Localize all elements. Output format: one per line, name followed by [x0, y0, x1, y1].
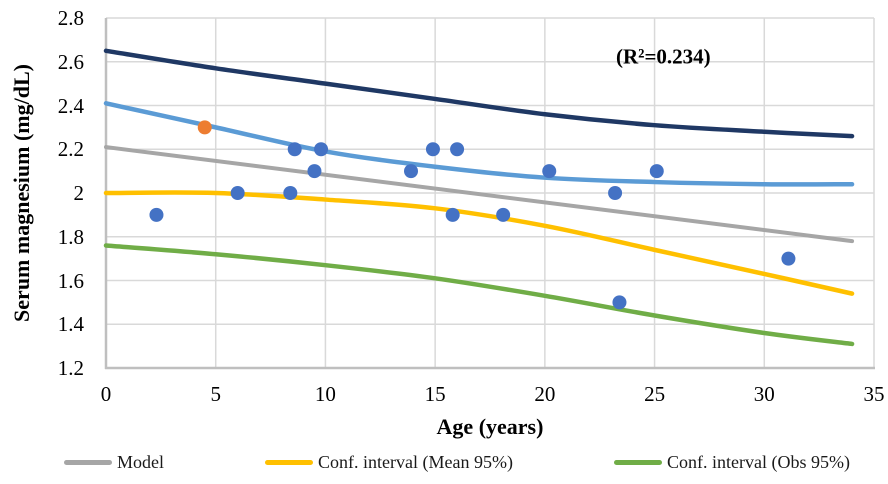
mean-interval-line-marker-icon — [265, 459, 314, 465]
x-tick-label: 5 — [210, 382, 221, 406]
data-point-observations — [608, 186, 623, 200]
y-tick-label: 2.8 — [57, 6, 84, 30]
x-axis-title: Age (years) — [436, 414, 544, 439]
legend-label: Conf. interval (Mean 95%) — [318, 451, 513, 472]
data-point-observations — [314, 142, 329, 157]
legend-item-conf-interval-obs: Conf. interval (Obs 95%) — [614, 452, 850, 473]
data-point-observations — [612, 295, 627, 310]
x-tick-label: 20 — [534, 382, 556, 406]
data-point-observations — [649, 164, 664, 179]
legend-label: Conf. interval (Obs 95%) — [667, 451, 850, 472]
data-point-observations — [149, 207, 164, 222]
data-point-observations — [230, 186, 245, 200]
data-point-highlighted-observation — [197, 120, 212, 135]
series-conf-interval-mean-95-lower — [103, 190, 855, 296]
data-point-observations — [450, 142, 465, 157]
y-tick-label: 2.6 — [57, 49, 84, 74]
data-point-observations — [781, 251, 796, 266]
data-point-observations — [542, 164, 557, 179]
x-tick-label: 10 — [314, 382, 336, 406]
series-model — [104, 145, 855, 244]
data-point-observations — [404, 164, 419, 179]
obs-interval-line-marker-icon — [614, 459, 663, 465]
data-point-observations — [425, 142, 440, 157]
data-point-observations — [496, 207, 511, 222]
data-point-observations — [445, 207, 460, 222]
y-tick-label: 1.2 — [57, 356, 84, 380]
y-tick-label: 1.8 — [57, 224, 84, 249]
r-squared-annotation: (R²=0.234) — [616, 44, 711, 69]
x-tick-label: 35 — [863, 382, 885, 406]
legend-item-model: Model — [64, 452, 164, 473]
x-tick-label: 0 — [100, 382, 112, 406]
series-conf-interval-obs-95-upper — [103, 48, 855, 139]
series-conf-interval-mean-95-upper — [103, 101, 855, 187]
y-tick-label: 1.4 — [57, 312, 84, 337]
y-tick-label: 1.6 — [57, 268, 84, 293]
series-conf-interval-obs-95-lower — [103, 243, 855, 347]
model-line-marker-icon — [64, 459, 112, 465]
y-tick-label: 2 — [73, 181, 85, 205]
y-tick-label: 2.2 — [57, 137, 84, 162]
x-tick-label: 25 — [644, 382, 666, 406]
legend-label: Model — [117, 451, 164, 472]
data-point-observations — [287, 142, 302, 157]
legend-item-conf-interval-mean: Conf. interval (Mean 95%) — [265, 452, 513, 473]
legend: Model Conf. interval (Mean 95%) Conf. in… — [64, 448, 850, 476]
data-point-observations — [283, 186, 298, 200]
y-tick-label: 2.4 — [57, 93, 84, 118]
x-tick-label: 15 — [424, 382, 446, 406]
x-tick-label: 30 — [753, 382, 775, 406]
data-point-observations — [307, 164, 322, 179]
